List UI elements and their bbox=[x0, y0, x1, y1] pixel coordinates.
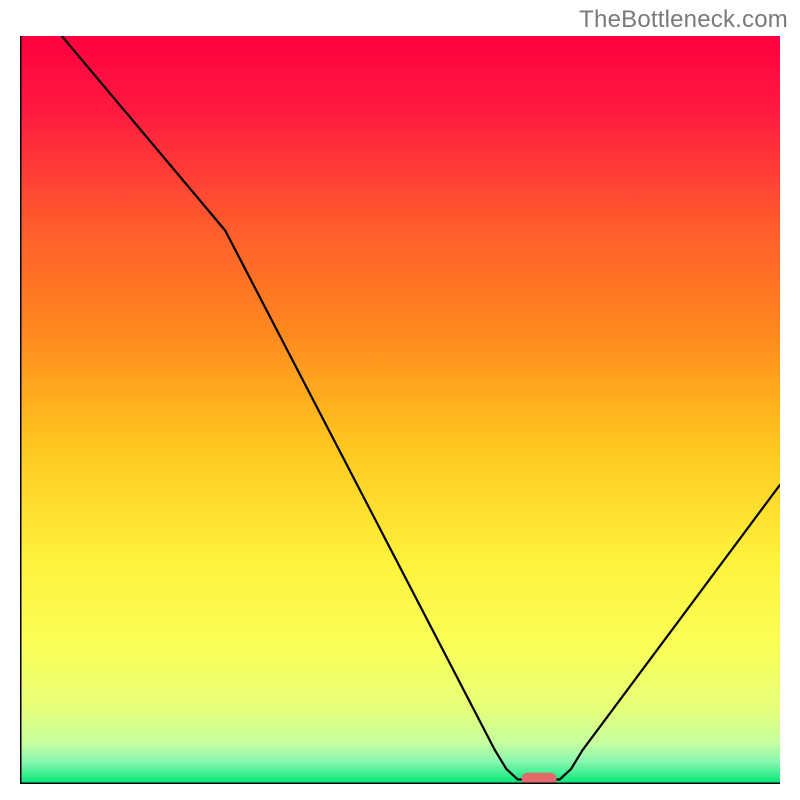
gradient-background bbox=[20, 36, 780, 784]
watermark-label: TheBottleneck.com bbox=[579, 6, 788, 34]
optimal-marker bbox=[522, 773, 557, 784]
chart-svg bbox=[20, 36, 780, 784]
chart-container: TheBottleneck.com bbox=[0, 0, 800, 800]
plot-area bbox=[20, 36, 780, 784]
